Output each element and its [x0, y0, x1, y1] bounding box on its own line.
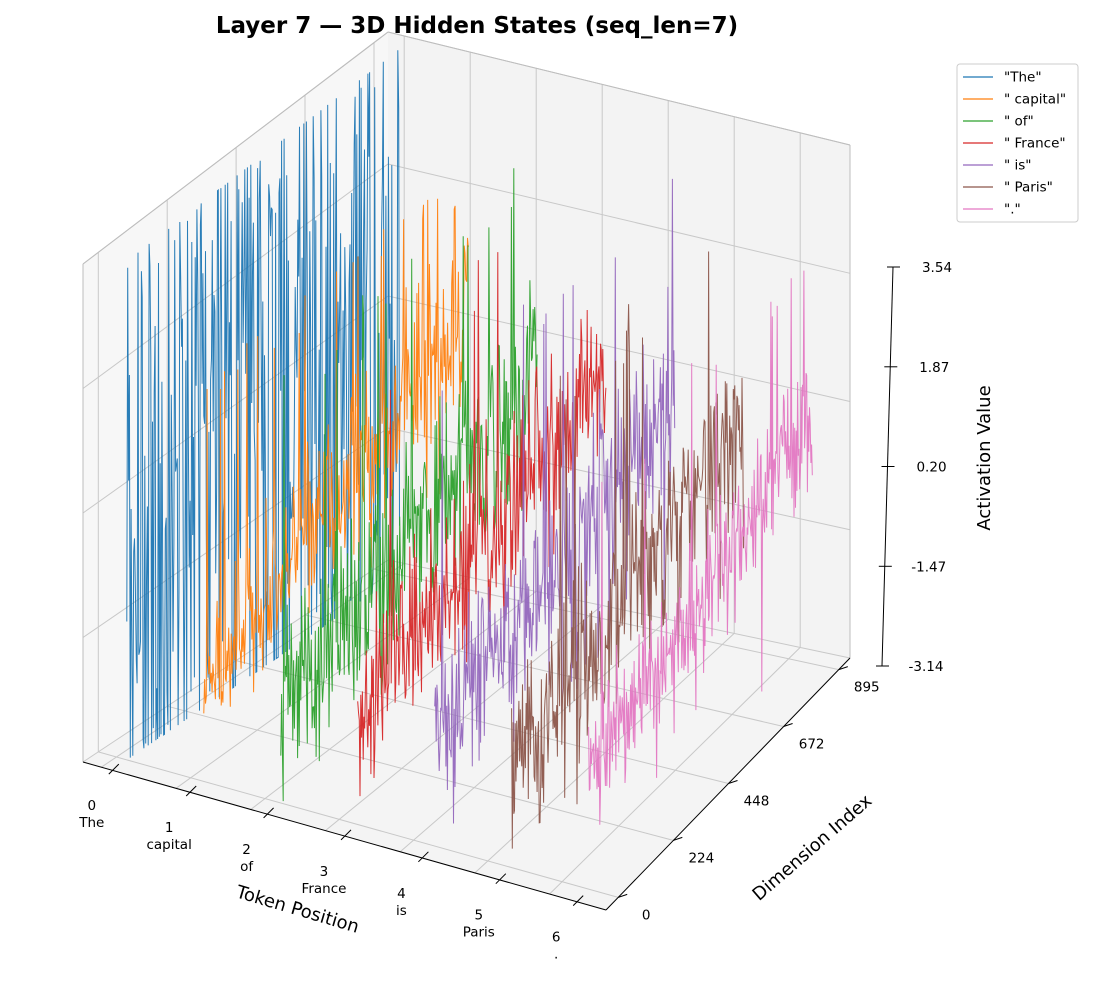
- x-tick-label: 3: [320, 864, 329, 880]
- z-tick-label: -3.14: [909, 659, 944, 675]
- series-line-6: [588, 270, 813, 825]
- y-tick: [728, 780, 738, 784]
- grid-line: [175, 576, 471, 789]
- grid-line: [325, 605, 603, 831]
- x-tick-label: 4: [397, 886, 406, 902]
- legend-label: " Paris": [1004, 180, 1053, 196]
- y-tick-label: 895: [854, 680, 880, 696]
- grid-line: [474, 633, 735, 874]
- x-tick: [340, 829, 352, 841]
- grid-line: [399, 619, 669, 853]
- legend: "The" " capital" " of" " France" " is" " Pari…: [956, 63, 1079, 223]
- grid-line: [549, 647, 801, 895]
- grid-line: [98, 751, 619, 898]
- grid-line: [82, 163, 389, 389]
- z-axis-label: Activation Value: [974, 385, 995, 530]
- y-tick-label: 448: [744, 793, 770, 809]
- x-tick-token: France: [302, 881, 347, 897]
- series-line-5: [511, 251, 744, 849]
- x-tick: [263, 807, 274, 819]
- legend-label: " is": [1004, 158, 1032, 174]
- x-tick: [108, 763, 120, 775]
- x-tick-token: capital: [146, 837, 191, 853]
- y-axis-line: [605, 657, 851, 911]
- x-tick-label: 6: [552, 930, 561, 946]
- pane-edge: [82, 31, 389, 265]
- x-tick-label: 2: [242, 842, 251, 858]
- x-tick: [495, 873, 507, 885]
- x-tick: [418, 851, 429, 863]
- x-tick-label: 0: [87, 798, 96, 814]
- z-tick-label: 3.54: [922, 260, 952, 276]
- y-tick-label: 224: [688, 850, 714, 866]
- x-tick-label: 1: [165, 820, 174, 836]
- y-tick-label: 672: [799, 737, 825, 753]
- legend-label: " capital": [1004, 92, 1066, 108]
- grid-line: [304, 614, 784, 727]
- x-tick-token: is: [396, 903, 407, 919]
- y-tick: [618, 893, 628, 898]
- x-tick-token: Paris: [463, 925, 495, 941]
- x-tick-label: 5: [474, 908, 483, 924]
- x-tick-token: The: [78, 815, 104, 831]
- chart-title: Layer 7 — 3D Hidden States (seq_len=7): [216, 13, 738, 39]
- series-group: [126, 50, 813, 849]
- pane-edge: [387, 31, 851, 146]
- grid-line: [167, 705, 674, 841]
- y-tick-label: 0: [642, 907, 651, 923]
- y-tick: [838, 666, 848, 671]
- x-tick-token: of: [240, 859, 254, 875]
- legend-label: "The": [1004, 70, 1042, 86]
- z-tick-label: 1.87: [919, 360, 949, 376]
- x-tick-token: .: [554, 947, 558, 963]
- z-tick-label: -1.47: [911, 559, 946, 575]
- y-tick: [673, 836, 683, 841]
- z-tick-label: 0.20: [916, 460, 946, 476]
- series-line-4: [434, 178, 676, 824]
- legend-label: " France": [1004, 136, 1066, 152]
- legend-box: [956, 63, 1079, 223]
- grid-line: [387, 163, 851, 274]
- legend-label: " of": [1004, 114, 1034, 130]
- back-pane: [388, 32, 850, 658]
- series-line-3: [357, 252, 607, 797]
- x-tick: [572, 895, 584, 906]
- y-tick: [783, 723, 793, 727]
- legend-label: ".": [1004, 202, 1021, 218]
- x-tick: [185, 785, 197, 797]
- series-line-1: [203, 198, 469, 714]
- series-line-0: [126, 50, 400, 758]
